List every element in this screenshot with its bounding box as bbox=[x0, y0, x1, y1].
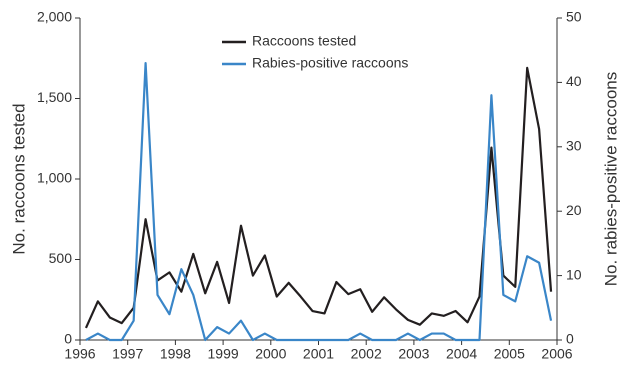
y2-tick-label: 10 bbox=[566, 266, 582, 282]
y2-tick-label: 20 bbox=[566, 202, 582, 218]
x-tick-label: 2004 bbox=[446, 346, 477, 362]
y2-tick-label: 0 bbox=[566, 331, 574, 347]
y-tick-label: 1,000 bbox=[37, 170, 72, 186]
y-tick-label: 2,000 bbox=[37, 9, 72, 25]
y2-tick-label: 30 bbox=[566, 138, 582, 154]
x-tick-label: 1999 bbox=[208, 346, 239, 362]
y-tick-label: 0 bbox=[64, 331, 72, 347]
x-tick-label: 1996 bbox=[64, 346, 95, 362]
y2-tick-label: 40 bbox=[566, 73, 582, 89]
legend-label: Rabies-positive raccoons bbox=[252, 55, 408, 71]
y-tick-label: 1,500 bbox=[37, 89, 72, 105]
legend-label: Raccoons tested bbox=[252, 33, 356, 49]
series-line bbox=[84, 66, 553, 329]
x-tick-label: 2001 bbox=[303, 346, 334, 362]
y2-axis-label: No. rabies-positive raccoons bbox=[601, 72, 620, 286]
y-axis-label: No. raccoons tested bbox=[9, 103, 28, 254]
x-tick-label: 2006 bbox=[541, 346, 572, 362]
x-tick-label: 2005 bbox=[494, 346, 525, 362]
y-tick-label: 500 bbox=[49, 250, 73, 266]
x-tick-label: 2002 bbox=[351, 346, 382, 362]
x-tick-label: 2003 bbox=[398, 346, 429, 362]
x-tick-label: 1997 bbox=[112, 346, 143, 362]
y2-tick-label: 50 bbox=[566, 9, 582, 25]
series-line bbox=[85, 61, 553, 342]
x-tick-label: 1998 bbox=[160, 346, 191, 362]
x-tick-label: 2000 bbox=[255, 346, 286, 362]
